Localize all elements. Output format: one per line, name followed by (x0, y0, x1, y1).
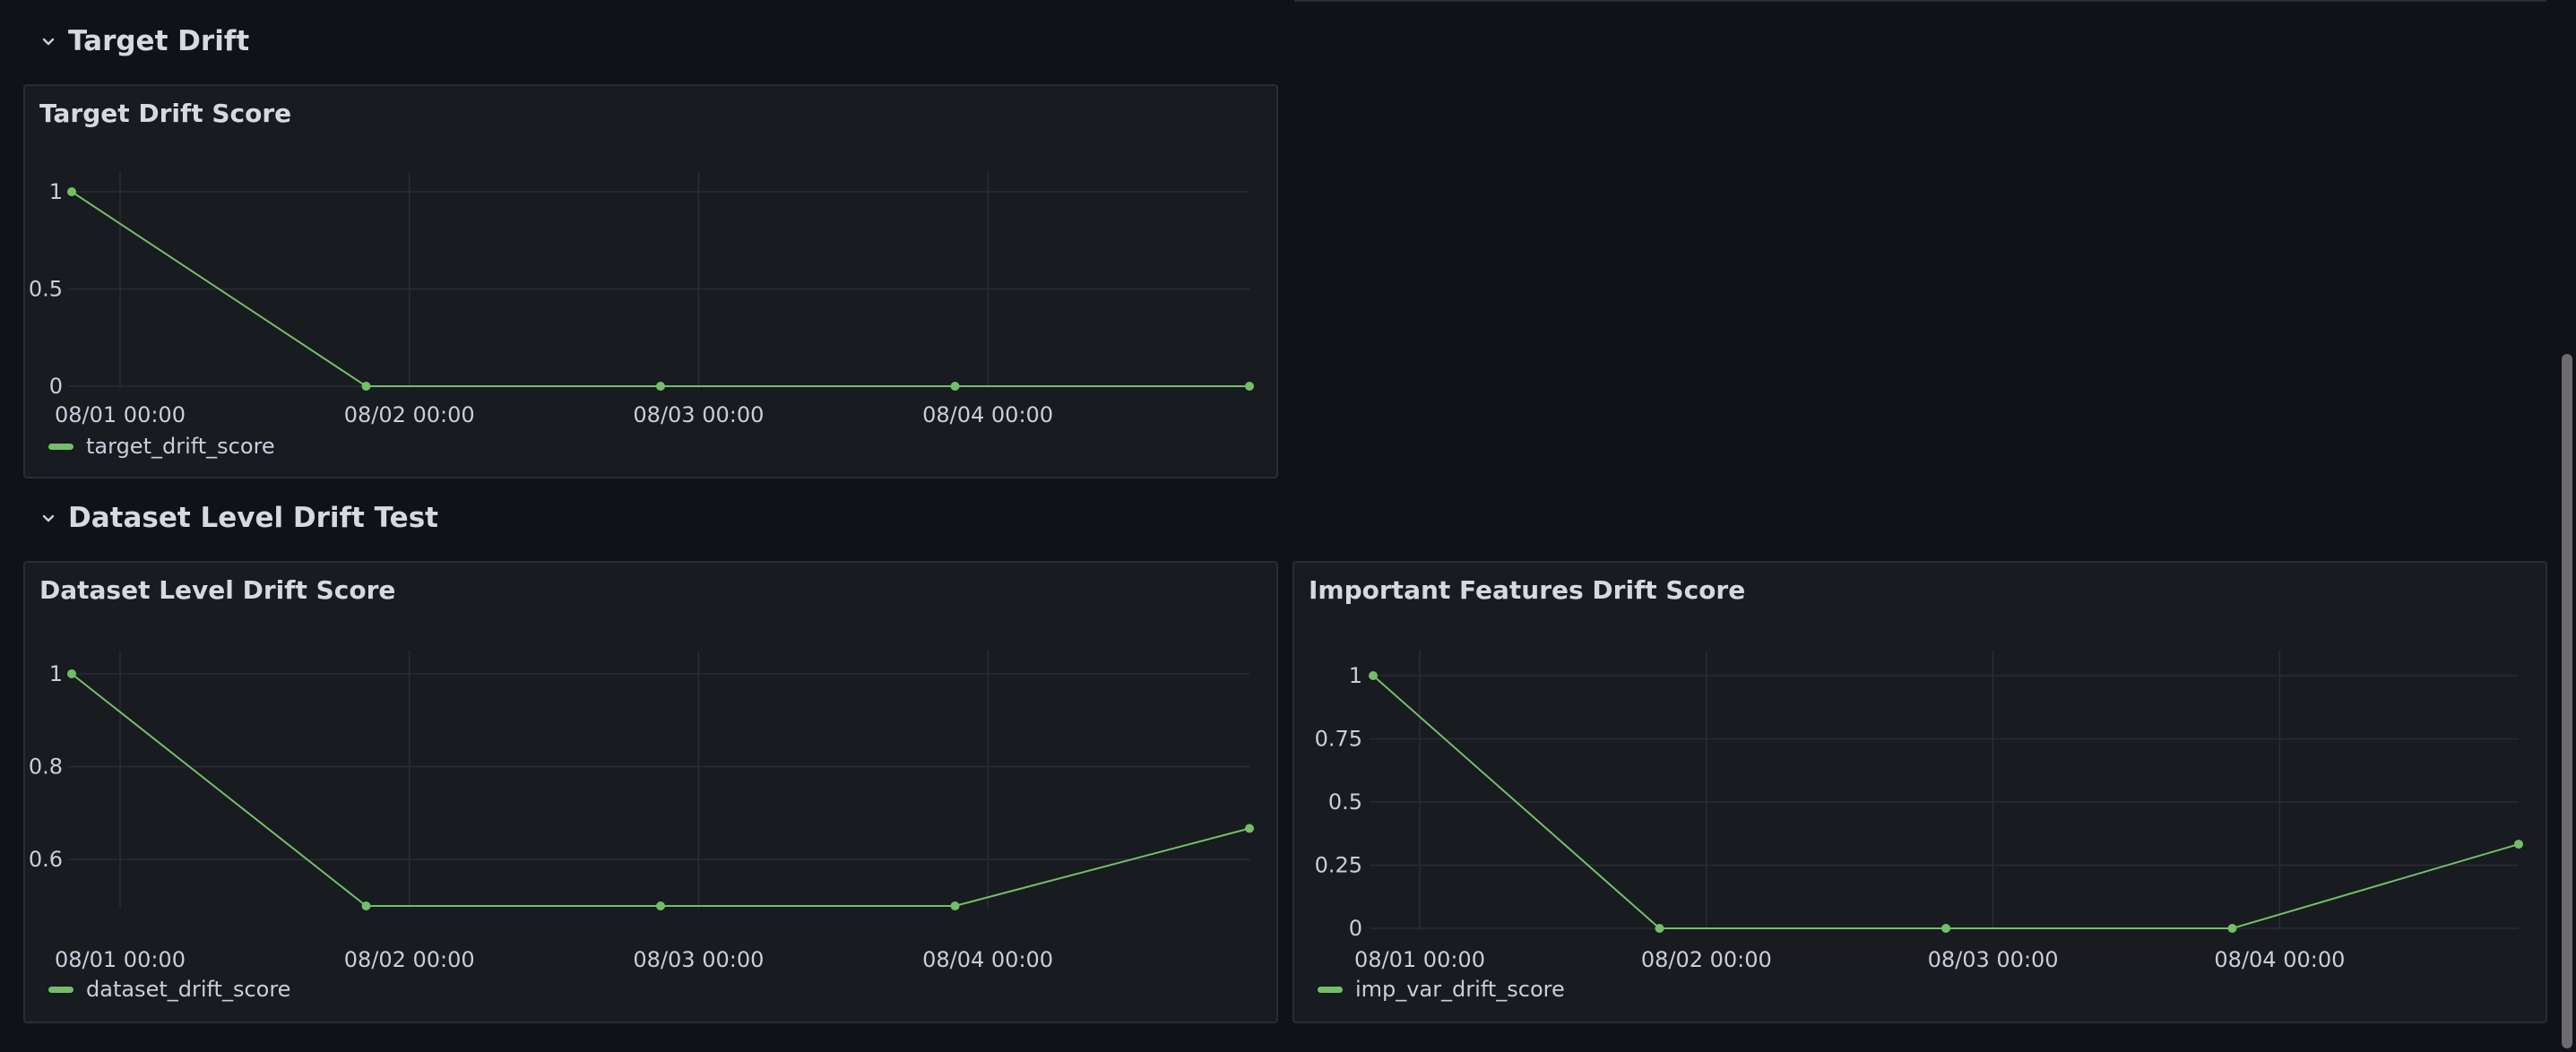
panel-target-drift-score[interactable]: Target Drift Score 1 0.5 0 08/01 00:00 08/02… (23, 84, 1278, 479)
panel-dataset-level-drift-score[interactable]: Dataset Level Drift Score 1 0.8 0.6 08/01 0… (23, 561, 1278, 1023)
data-point (67, 669, 76, 678)
panel-title: Dataset Level Drift Score (39, 575, 396, 605)
data-point (1369, 671, 1378, 680)
data-point (2227, 924, 2237, 933)
data-point (950, 901, 960, 910)
row-title: Target Drift (68, 25, 250, 57)
legend-swatch (48, 443, 73, 450)
data-point (1941, 924, 1950, 933)
chart-target-drift-score: 1 0.5 0 08/01 00:00 08/02 00:00 08/03 00:00 08… (29, 172, 1254, 427)
series-line (71, 673, 1250, 907)
legend-swatch (1318, 986, 1343, 993)
panel-important-features-drift-score[interactable]: Important Features Drift Score 1 0.75 0.5 0… (1292, 561, 2547, 1023)
scrollbar-thumb[interactable] (2562, 354, 2572, 1048)
chevron-down-icon (36, 29, 61, 54)
legend-item[interactable]: target_drift_score (48, 434, 275, 459)
y-tick-label: 0.6 (29, 847, 63, 872)
data-point (361, 901, 371, 910)
legend-swatch (48, 986, 73, 993)
data-point (1245, 382, 1254, 391)
y-tick-label: 0 (49, 374, 63, 399)
y-tick-label: 0.75 (1315, 727, 1362, 752)
row-header-dataset-level-drift-test[interactable]: Dataset Level Drift Test (36, 498, 438, 538)
x-tick-label: 08/02 00:00 (344, 402, 475, 427)
data-point (1245, 823, 1254, 833)
x-tick-label: 08/04 00:00 (922, 402, 1053, 427)
data-point (656, 382, 665, 391)
y-tick-label: 0 (1349, 916, 1362, 941)
y-tick-label: 1 (49, 661, 63, 686)
data-point (361, 382, 371, 391)
x-tick-label: 08/02 00:00 (1641, 947, 1772, 972)
data-point (950, 382, 960, 391)
y-tick-label: 0.5 (29, 277, 63, 302)
x-tick-label: 08/02 00:00 (344, 947, 475, 972)
legend-item[interactable]: dataset_drift_score (48, 977, 290, 1002)
chart-important-features-drift-score: 1 0.75 0.5 0.25 0 08/01 00:00 08/02 00:00 08/03… (1315, 651, 2523, 972)
legend-label: target_drift_score (86, 434, 275, 459)
x-tick-label: 08/04 00:00 (2214, 947, 2345, 972)
y-tick-label: 1 (1349, 663, 1362, 688)
y-tick-label: 0.5 (1328, 789, 1362, 815)
x-tick-label: 08/01 00:00 (55, 947, 186, 972)
x-tick-label: 08/01 00:00 (1354, 947, 1485, 972)
y-tick-label: 0.8 (29, 755, 63, 780)
data-point (2514, 840, 2523, 849)
x-tick-label: 08/03 00:00 (633, 402, 764, 427)
panel-title: Target Drift Score (39, 99, 292, 128)
x-tick-label: 08/03 00:00 (633, 947, 764, 972)
divider (1294, 0, 2546, 2)
x-tick-label: 08/03 00:00 (1928, 947, 2059, 972)
legend-label: dataset_drift_score (86, 977, 291, 1002)
row-title: Dataset Level Drift Test (68, 502, 438, 534)
chart-dataset-level-drift-score: 1 0.8 0.6 08/01 00:00 08/02 00:00 08/03 00:00… (29, 651, 1254, 972)
legend-label: imp_var_drift_score (1355, 977, 1565, 1002)
x-tick-label: 08/04 00:00 (922, 947, 1053, 972)
legend-item[interactable]: imp_var_drift_score (1318, 977, 1565, 1002)
panel-title: Important Features Drift Score (1309, 575, 1746, 605)
y-tick-label: 0.25 (1315, 853, 1362, 878)
x-tick-label: 08/01 00:00 (55, 402, 186, 427)
y-tick-label: 1 (49, 179, 63, 204)
scrollbar[interactable] (2558, 0, 2576, 1052)
row-header-target-drift[interactable]: Target Drift (36, 22, 249, 61)
data-point (656, 901, 665, 910)
data-point (1655, 924, 1664, 933)
data-point (67, 187, 76, 196)
chevron-down-icon (36, 505, 61, 530)
